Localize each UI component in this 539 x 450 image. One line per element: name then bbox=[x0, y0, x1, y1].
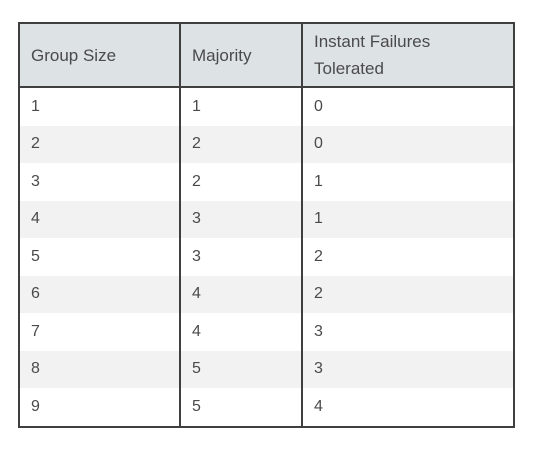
table-row: 1 1 0 bbox=[19, 87, 514, 126]
header-majority: Majority bbox=[180, 23, 303, 88]
cell-majority: 4 bbox=[180, 313, 303, 351]
cell-failures-tolerated: 1 bbox=[302, 200, 514, 238]
cell-majority: 4 bbox=[180, 275, 303, 313]
cell-failures-tolerated: 3 bbox=[302, 350, 514, 388]
cell-majority: 5 bbox=[180, 350, 303, 388]
cell-group-size: 3 bbox=[19, 163, 181, 201]
table-row: 6 4 2 bbox=[19, 275, 514, 313]
table-row: 5 3 2 bbox=[19, 238, 514, 276]
header-row: Group Size Majority Instant Failures Tol… bbox=[19, 23, 514, 88]
cell-majority: 3 bbox=[180, 238, 303, 276]
header-instant-failures-tolerated: Instant Failures Tolerated bbox=[302, 23, 514, 88]
cell-majority: 5 bbox=[180, 388, 303, 427]
cell-failures-tolerated: 4 bbox=[302, 388, 514, 427]
cell-group-size: 1 bbox=[19, 87, 181, 126]
quorum-table-container: Group Size Majority Instant Failures Tol… bbox=[18, 22, 515, 428]
cell-majority: 2 bbox=[180, 125, 303, 163]
cell-failures-tolerated: 0 bbox=[302, 125, 514, 163]
cell-majority: 3 bbox=[180, 200, 303, 238]
cell-failures-tolerated: 2 bbox=[302, 238, 514, 276]
table-body: 1 1 0 2 2 0 3 2 1 4 3 1 5 3 2 bbox=[19, 87, 514, 427]
table-row: 9 5 4 bbox=[19, 388, 514, 427]
table-row: 2 2 0 bbox=[19, 125, 514, 163]
cell-failures-tolerated: 3 bbox=[302, 313, 514, 351]
cell-failures-tolerated: 2 bbox=[302, 275, 514, 313]
cell-majority: 2 bbox=[180, 163, 303, 201]
cell-majority: 1 bbox=[180, 87, 303, 126]
cell-group-size: 6 bbox=[19, 275, 181, 313]
table-header: Group Size Majority Instant Failures Tol… bbox=[19, 23, 514, 88]
cell-group-size: 5 bbox=[19, 238, 181, 276]
table-row: 3 2 1 bbox=[19, 163, 514, 201]
cell-failures-tolerated: 0 bbox=[302, 87, 514, 126]
cell-group-size: 4 bbox=[19, 200, 181, 238]
cell-group-size: 2 bbox=[19, 125, 181, 163]
quorum-table: Group Size Majority Instant Failures Tol… bbox=[18, 22, 515, 428]
table-row: 8 5 3 bbox=[19, 350, 514, 388]
table-row: 7 4 3 bbox=[19, 313, 514, 351]
table-row: 4 3 1 bbox=[19, 200, 514, 238]
cell-group-size: 8 bbox=[19, 350, 181, 388]
header-group-size: Group Size bbox=[19, 23, 181, 88]
cell-failures-tolerated: 1 bbox=[302, 163, 514, 201]
cell-group-size: 7 bbox=[19, 313, 181, 351]
cell-group-size: 9 bbox=[19, 388, 181, 427]
